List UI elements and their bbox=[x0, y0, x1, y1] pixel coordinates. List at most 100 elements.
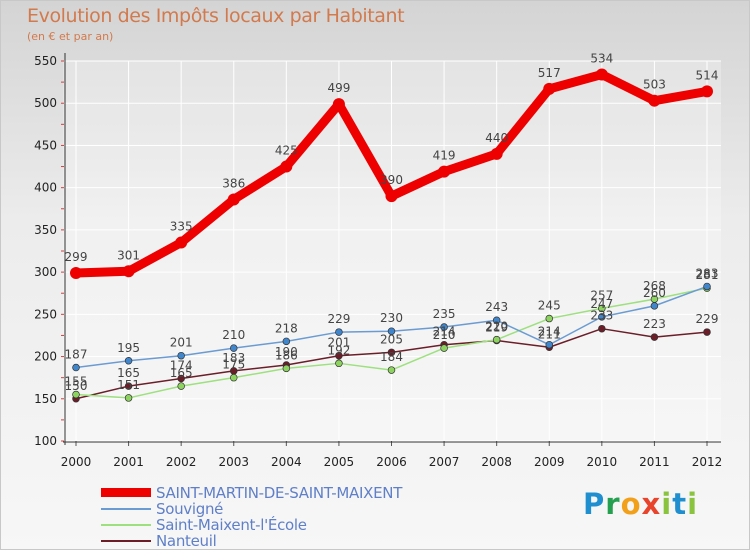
data-point bbox=[177, 374, 185, 383]
legend-swatch bbox=[101, 488, 151, 497]
data-point bbox=[440, 344, 448, 352]
data-point bbox=[650, 302, 659, 310]
data-point bbox=[175, 236, 188, 249]
data-label: 390 bbox=[380, 173, 403, 187]
data-label: 192 bbox=[327, 343, 350, 357]
data-label: 386 bbox=[222, 176, 245, 190]
legend-label: SAINT-MARTIN-DE-SAINT-MAIXENT bbox=[156, 484, 403, 502]
data-label: 229 bbox=[327, 312, 350, 326]
y-tick-label: 450 bbox=[34, 138, 57, 152]
data-point bbox=[492, 335, 501, 344]
y-tick-label: 200 bbox=[34, 350, 57, 364]
data-label: 150 bbox=[65, 379, 88, 393]
data-label: 155 bbox=[65, 375, 88, 389]
data-label: 184 bbox=[380, 350, 403, 364]
data-label: 214 bbox=[538, 325, 561, 339]
data-point bbox=[282, 364, 291, 373]
y-tick-label: 300 bbox=[34, 265, 57, 279]
data-point bbox=[280, 160, 293, 173]
data-label: 210 bbox=[433, 328, 456, 342]
data-label: 268 bbox=[643, 279, 666, 293]
x-tick-label: 2006 bbox=[376, 455, 407, 469]
x-tick-label: 2002 bbox=[166, 455, 197, 469]
chart-subtitle: (en € et par an) bbox=[27, 30, 114, 43]
data-label: 301 bbox=[117, 248, 140, 262]
data-label: 218 bbox=[275, 321, 298, 335]
data-label: 211 bbox=[538, 327, 561, 341]
y-tick-label: 350 bbox=[34, 223, 57, 237]
y-tick-label: 150 bbox=[34, 392, 57, 406]
x-tick-label: 2000 bbox=[61, 455, 92, 469]
data-label: 205 bbox=[380, 332, 403, 346]
data-point bbox=[177, 351, 185, 360]
data-label: 283 bbox=[696, 266, 719, 280]
x-tick-label: 2008 bbox=[481, 455, 512, 469]
x-tick-label: 2001 bbox=[113, 455, 144, 469]
data-point bbox=[385, 190, 398, 203]
y-tick-label: 250 bbox=[34, 307, 57, 321]
data-label: 499 bbox=[327, 81, 350, 95]
data-label: 534 bbox=[590, 52, 613, 66]
data-label: 243 bbox=[485, 300, 508, 314]
data-label: 299 bbox=[65, 250, 88, 264]
data-point bbox=[335, 351, 343, 360]
data-point bbox=[230, 373, 238, 382]
x-tick-label: 2007 bbox=[429, 455, 460, 469]
x-tick-label: 2003 bbox=[218, 455, 249, 469]
proxiti-logo: Proxiti bbox=[583, 487, 699, 521]
data-point bbox=[124, 382, 133, 390]
legend-swatch bbox=[101, 508, 151, 510]
x-tick-label: 2010 bbox=[587, 455, 618, 469]
data-point bbox=[492, 316, 501, 324]
data-label: 201 bbox=[170, 336, 193, 350]
data-label: 425 bbox=[275, 144, 298, 158]
data-point bbox=[282, 337, 291, 346]
data-point bbox=[545, 340, 553, 349]
data-label: 281 bbox=[696, 268, 719, 282]
data-point bbox=[332, 98, 345, 111]
legend-label: Souvigné bbox=[156, 500, 224, 518]
data-point bbox=[545, 314, 553, 323]
legend-swatch bbox=[101, 524, 151, 526]
data-label: 175 bbox=[222, 358, 245, 372]
data-point bbox=[122, 265, 135, 278]
data-point bbox=[701, 85, 713, 98]
data-point bbox=[70, 266, 82, 279]
legend-swatch bbox=[101, 540, 151, 542]
data-label: 260 bbox=[643, 286, 666, 300]
data-point bbox=[387, 327, 396, 335]
data-point bbox=[648, 94, 661, 107]
data-point bbox=[490, 147, 503, 160]
data-point bbox=[387, 348, 396, 357]
data-point bbox=[335, 359, 343, 368]
data-point bbox=[703, 282, 711, 291]
data-label: 174 bbox=[170, 359, 193, 373]
data-point bbox=[177, 382, 185, 390]
data-label: 257 bbox=[590, 288, 613, 302]
data-label: 190 bbox=[275, 345, 298, 359]
y-tick-label: 550 bbox=[34, 54, 57, 68]
x-tick-label: 2011 bbox=[639, 455, 670, 469]
data-label: 245 bbox=[538, 299, 561, 313]
data-label: 419 bbox=[433, 149, 456, 163]
data-point bbox=[72, 363, 80, 372]
x-tick-label: 2005 bbox=[324, 455, 355, 469]
data-label: 335 bbox=[170, 220, 193, 234]
data-point bbox=[650, 333, 659, 341]
data-label: 503 bbox=[643, 78, 666, 92]
data-label: 187 bbox=[65, 348, 88, 362]
legend-label: Saint-Maixent-l'École bbox=[156, 516, 307, 534]
data-point bbox=[440, 323, 448, 331]
data-label: 440 bbox=[485, 131, 508, 145]
data-label: 165 bbox=[170, 366, 193, 380]
data-point bbox=[124, 357, 133, 365]
data-label: 223 bbox=[643, 317, 666, 331]
data-label: 201 bbox=[327, 336, 350, 350]
data-label: 233 bbox=[590, 309, 613, 323]
data-label: 210 bbox=[222, 328, 245, 342]
data-point bbox=[438, 165, 451, 178]
x-tick-label: 2009 bbox=[534, 455, 565, 469]
data-label: 229 bbox=[696, 312, 719, 326]
data-label: 247 bbox=[590, 297, 613, 311]
legend-label: Nanteuil bbox=[156, 532, 217, 550]
